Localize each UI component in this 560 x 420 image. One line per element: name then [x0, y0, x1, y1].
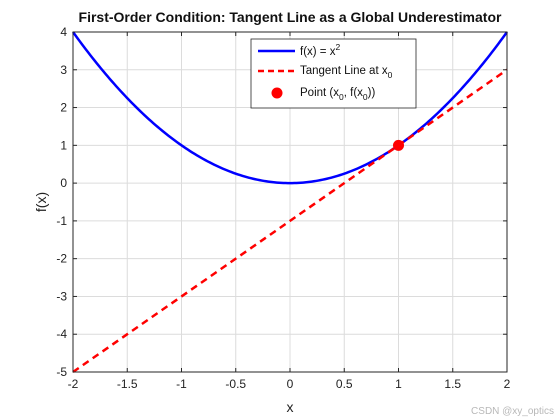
legend-label-curve: f(x) = x2: [300, 42, 340, 58]
x-tick-label: 0: [287, 377, 294, 391]
legend-swatch-point: [271, 87, 283, 99]
x-tick-label: 2: [504, 377, 511, 391]
y-tick-label: 3: [60, 63, 67, 77]
x-tick-label: 0.5: [336, 377, 353, 391]
y-tick-label: -2: [56, 252, 67, 266]
tangent-line: [72, 68, 508, 374]
parabola-curve: [71, 31, 509, 185]
y-tick-label: -5: [56, 365, 67, 379]
series-layer: [71, 31, 509, 374]
y-axis-label: f(x): [33, 192, 49, 212]
y-tick-label: -3: [56, 289, 67, 303]
y-tick-label: -4: [56, 327, 67, 341]
x-tick-label: -0.5: [225, 377, 246, 391]
legend: f(x) = x2 Tangent Line at x0 Point (x0, …: [250, 38, 417, 109]
y-axis-ticks: -5 -4 -3 -2 -1 0 1 2 3 4: [56, 25, 507, 379]
x-tick-label: 1: [395, 377, 402, 391]
watermark: CSDN @xy_optics: [471, 406, 554, 417]
legend-label-point: Point (x0, f(x0)): [300, 87, 375, 102]
x-axis-ticks: -2 -1.5 -1 -0.5 0 0.5 1 1.5 2: [68, 32, 511, 391]
y-tick-label: 0: [60, 176, 67, 190]
y-tick-label: 2: [60, 101, 67, 115]
legend-label-tangent: Tangent Line at x0: [300, 65, 393, 80]
x-tick-label: 1.5: [444, 377, 461, 391]
chart-title: First-Order Condition: Tangent Line as a…: [79, 9, 502, 25]
x-tick-label: -1.5: [117, 377, 138, 391]
x-tick-label: -1: [176, 377, 187, 391]
y-tick-label: 1: [60, 138, 67, 152]
y-tick-label: 4: [60, 25, 67, 39]
x-axis-label: x: [287, 399, 294, 415]
y-tick-label: -1: [56, 214, 67, 228]
tangent-point-marker: [393, 139, 404, 151]
x-tick-label: -2: [68, 377, 79, 391]
